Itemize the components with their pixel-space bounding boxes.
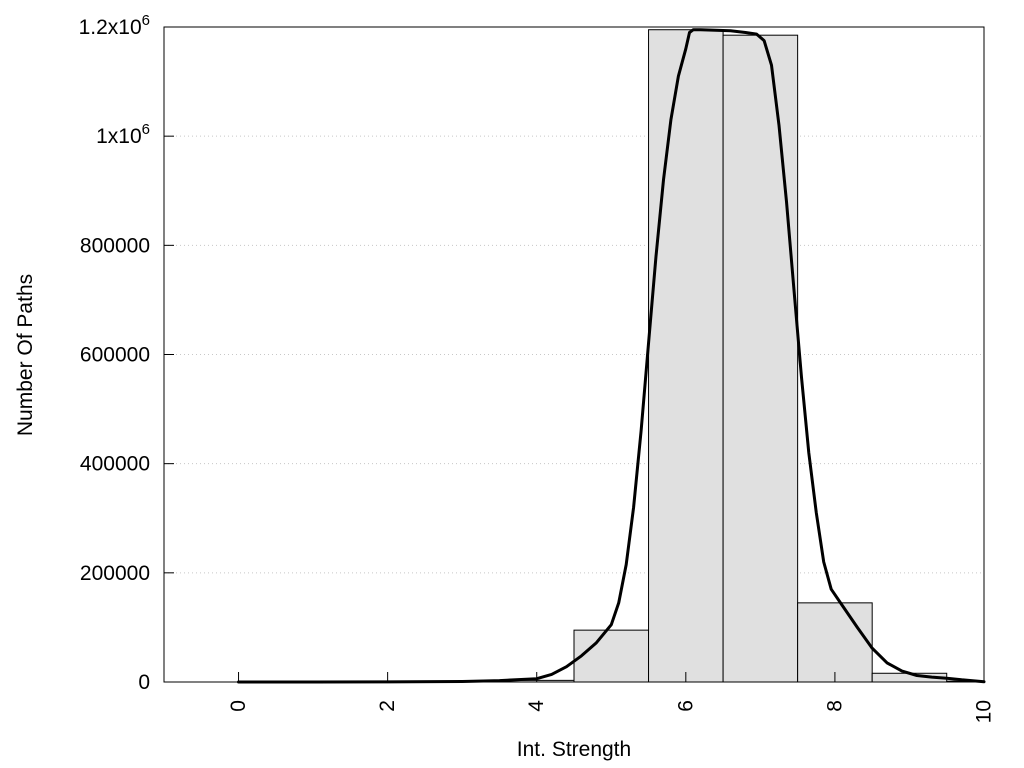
x-axis-ticks: 0 2 4 6 8 10: [227, 672, 996, 723]
x-tick-label-2: 4: [525, 700, 548, 712]
histogram-bar-6: [648, 29, 724, 683]
y-tick-label-6: 1.2x106: [79, 12, 150, 39]
histogram-bar-8: [797, 602, 873, 683]
y-axis-label: Number Of Paths: [14, 274, 37, 436]
histogram-bar-7: [722, 34, 799, 683]
histogram-bars: [498, 29, 985, 683]
y-tick-label-1: 200000: [80, 562, 150, 585]
y-tick-label-4: 800000: [80, 234, 150, 257]
curve-line: [237, 28, 986, 684]
y-axis-ticks: 0 200000 400000 600000 800000 1x106 1.2x106: [79, 12, 174, 694]
x-tick-label-3: 6: [674, 700, 697, 712]
grid-lines: [164, 26, 984, 574]
distribution-curve: [237, 28, 986, 684]
y-tick-label-5: 1x106: [96, 121, 150, 148]
histogram-bar-5: [573, 629, 650, 683]
x-tick-label-0: 0: [227, 700, 250, 712]
x-tick-label-4: 8: [823, 700, 846, 712]
x-tick-label-1: 2: [376, 700, 399, 712]
x-tick-label-5: 10: [973, 700, 996, 723]
x-axis-label: Int. Strength: [517, 738, 631, 761]
y-tick-label-2: 400000: [80, 453, 150, 476]
y-tick-label-3: 600000: [80, 344, 150, 367]
y-tick-label-0: 0: [138, 671, 150, 694]
